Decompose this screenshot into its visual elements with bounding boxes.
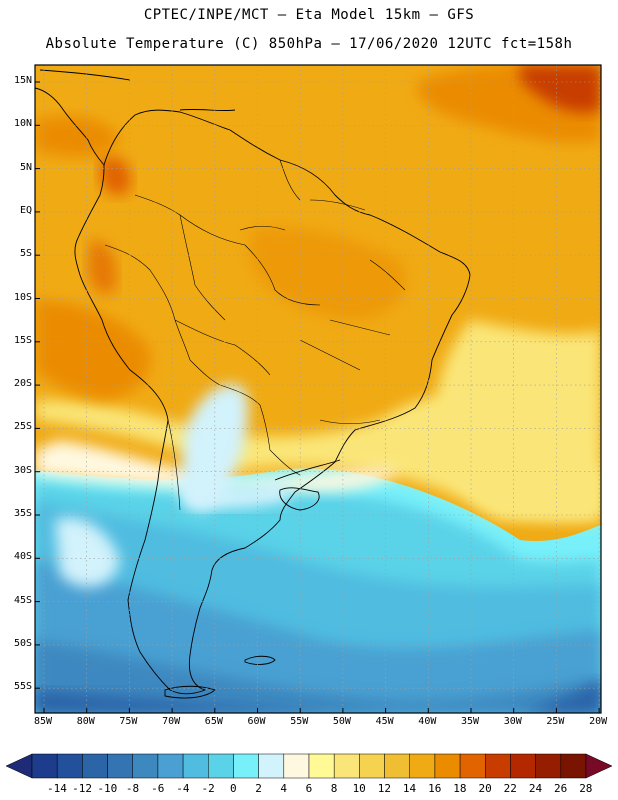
- lat-label: 20S: [13, 378, 32, 390]
- lon-label: 55W: [290, 716, 309, 727]
- colorbar-label: 24: [528, 782, 543, 795]
- colorbar-swatch: [31, 753, 58, 779]
- colorbar-label: 28: [579, 782, 593, 795]
- lat-label: 10N: [13, 118, 32, 130]
- lon-label: 80W: [76, 716, 95, 727]
- lon-label: 65W: [204, 716, 223, 727]
- colorbar-swatch: [384, 753, 410, 779]
- title-line-1: CPTEC/INPE/MCT – Eta Model 15km – GFS: [143, 7, 475, 23]
- colorbar-label: 18: [453, 782, 467, 795]
- colorbar-label: 0: [230, 782, 237, 795]
- lat-label: 55S: [13, 681, 32, 693]
- colorbar-label: -14: [46, 782, 67, 795]
- colorbar-swatch: [459, 753, 486, 779]
- lat-label: 40S: [13, 551, 32, 563]
- colorbar-swatch: [333, 753, 360, 779]
- colorbar-label: 8: [330, 782, 338, 795]
- colorbar-label: 12: [377, 782, 391, 795]
- colorbar-swatch: [535, 753, 562, 779]
- colorbar-swatch: [359, 753, 385, 779]
- lon-label: 60W: [247, 716, 266, 727]
- colorbar-label: -4: [176, 782, 190, 795]
- colorbar-label: 10: [352, 782, 366, 795]
- colorbar-label: 14: [402, 782, 417, 795]
- colorbar-label: 2: [255, 782, 262, 795]
- colorbar-swatch: [82, 753, 108, 779]
- colorbar-swatch: [434, 753, 461, 779]
- colorbar-label: 20: [478, 782, 492, 795]
- colorbar-label: -10: [97, 782, 118, 795]
- colorbar-label: -6: [151, 782, 165, 795]
- lat-label: 15N: [13, 75, 32, 86]
- lon-label: 45W: [375, 716, 394, 727]
- colorbar-swatch: [510, 753, 536, 779]
- colorbar-label: 4: [280, 782, 288, 795]
- colorbar-swatch: [485, 753, 511, 779]
- colorbar-swatch: [107, 753, 133, 779]
- colorbar-swatch: [308, 753, 335, 779]
- lon-label: 50W: [332, 716, 351, 727]
- lat-label: 25S: [13, 421, 32, 433]
- lon-label: 35W: [461, 716, 480, 727]
- colorbar-swatch: [560, 753, 587, 779]
- colorbar-swatch: [208, 753, 234, 779]
- lon-label: 20W: [589, 716, 608, 727]
- colorbar-swatch: [283, 753, 310, 779]
- lat-label: 5S: [19, 248, 32, 260]
- colorbar-swatch: [409, 753, 436, 779]
- colorbar-swatch: [157, 753, 184, 779]
- borders: [104, 159, 406, 511]
- lat-label: 15S: [13, 334, 32, 346]
- colorbar-label: 16: [428, 782, 442, 795]
- lat-label: 5N: [19, 161, 32, 173]
- colorbar: [5, 753, 613, 779]
- colorbar-label: -2: [201, 782, 215, 795]
- lat-label: 10S: [13, 291, 32, 303]
- lon-label: 75W: [119, 716, 138, 727]
- lon-label: 70W: [162, 716, 181, 727]
- lat-label: 50S: [13, 637, 32, 649]
- colorbar-arrow-right: [585, 753, 613, 779]
- lat-label: EQ: [19, 204, 32, 216]
- colorbar-swatch: [132, 753, 159, 779]
- colorbar-swatch: [182, 753, 209, 779]
- colorbar-swatch: [258, 753, 285, 779]
- graticule: [35, 65, 601, 713]
- axis-ticks: [35, 81, 600, 713]
- colorbar-label: -12: [72, 782, 93, 795]
- temperature-field: [35, 65, 601, 713]
- colorbar-arrow-left: [5, 753, 33, 779]
- colorbar-label: 6: [305, 782, 313, 795]
- title-line-2: Absolute Temperature (C) 850hPa – 17/06/…: [45, 36, 573, 52]
- lon-label: 40W: [418, 716, 437, 727]
- lon-label: 25W: [546, 716, 565, 727]
- colorbar-swatch: [233, 753, 259, 779]
- colorbar-label: -8: [125, 782, 140, 795]
- colorbar-swatch: [56, 753, 83, 779]
- map-frame: [34, 64, 602, 714]
- lat-label: 35S: [13, 508, 32, 519]
- colorbar-label: 26: [554, 782, 568, 795]
- lat-label: 45S: [13, 594, 32, 606]
- lon-label: 30W: [503, 716, 522, 727]
- lat-label: 30S: [13, 464, 32, 476]
- lon-label: 85W: [34, 716, 53, 727]
- colorbar-label: 22: [503, 782, 517, 795]
